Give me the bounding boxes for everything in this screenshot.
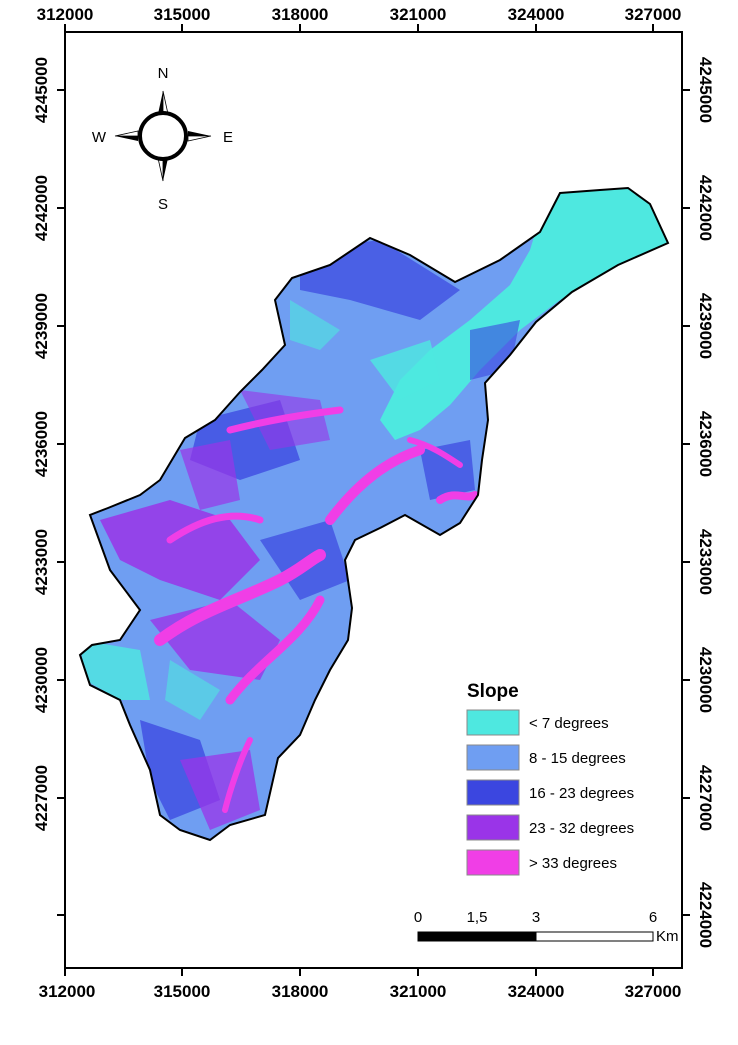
legend-item: > 33 degrees xyxy=(466,849,617,876)
legend-swatch xyxy=(466,814,520,841)
y-tick-label: 4242000 xyxy=(696,175,715,241)
legend: Slope < 7 degrees 8 - 15 degrees 16 - 23… xyxy=(466,681,634,876)
compass-east-label: E xyxy=(223,129,233,146)
legend-label: 23 - 32 degrees xyxy=(529,820,634,837)
legend-label: < 7 degrees xyxy=(529,715,609,732)
y-tick-label: 4227000 xyxy=(32,765,51,831)
y-tick-label: 4227000 xyxy=(696,765,715,831)
compass-south-label: S xyxy=(158,196,168,213)
legend-label: 8 - 15 degrees xyxy=(529,750,626,767)
ticks xyxy=(57,24,690,976)
legend-item: < 7 degrees xyxy=(466,709,609,736)
compass-west-label: W xyxy=(92,129,107,146)
y-tick-label: 4236000 xyxy=(696,411,715,477)
north-arrow-compass-icon: N S E W xyxy=(92,65,233,213)
x-tick-label: 315000 xyxy=(154,5,211,24)
legend-title: Slope xyxy=(467,681,519,702)
x-tick-label: 327000 xyxy=(625,982,682,1001)
legend-swatch xyxy=(466,744,520,771)
x-tick-label: 324000 xyxy=(508,5,565,24)
y-tick-label: 4230000 xyxy=(32,647,51,713)
x-tick-label: 318000 xyxy=(272,982,329,1001)
y-tick-label: 4245000 xyxy=(32,57,51,123)
y-tick-labels-right: 4245000 4242000 4239000 4236000 4233000 … xyxy=(696,57,715,948)
x-tick-label: 324000 xyxy=(508,982,565,1001)
scale-label: 3 xyxy=(532,909,540,926)
legend-swatch xyxy=(466,779,520,806)
y-tick-label: 4239000 xyxy=(32,293,51,359)
scale-unit: Km xyxy=(656,928,679,945)
x-tick-labels-bottom: 312000 315000 318000 321000 324000 32700… xyxy=(39,982,682,1001)
compass-north-label: N xyxy=(158,65,169,82)
legend-label: 16 - 23 degrees xyxy=(529,785,634,802)
y-tick-label: 4242000 xyxy=(32,175,51,241)
basin-boundary xyxy=(78,186,670,842)
x-tick-label: 321000 xyxy=(390,982,447,1001)
legend-item: 8 - 15 degrees xyxy=(466,744,626,771)
y-tick-labels-left: 4245000 4242000 4239000 4236000 4233000 … xyxy=(32,57,51,831)
legend-swatch xyxy=(466,849,520,876)
x-tick-label: 312000 xyxy=(39,982,96,1001)
scale-label: 1,5 xyxy=(467,909,488,926)
scale-bar: 0 1,5 3 6 Km xyxy=(414,909,679,945)
x-tick-label: 321000 xyxy=(390,5,447,24)
y-tick-label: 4236000 xyxy=(32,411,51,477)
legend-item: 23 - 32 degrees xyxy=(466,814,634,841)
y-tick-label: 4233000 xyxy=(696,529,715,595)
x-tick-label: 327000 xyxy=(625,5,682,24)
legend-item: 16 - 23 degrees xyxy=(466,779,634,806)
y-tick-label: 4224000 xyxy=(696,882,715,948)
legend-swatch xyxy=(466,709,520,736)
scale-label: 0 xyxy=(414,909,422,926)
y-tick-label: 4245000 xyxy=(696,57,715,123)
x-tick-label: 312000 xyxy=(37,5,94,24)
x-tick-label: 315000 xyxy=(154,982,211,1001)
scale-label: 6 xyxy=(649,909,657,926)
y-tick-label: 4239000 xyxy=(696,293,715,359)
x-tick-labels-top: 312000 315000 318000 321000 324000 32700… xyxy=(37,5,682,24)
x-tick-label: 318000 xyxy=(272,5,329,24)
y-tick-label: 4230000 xyxy=(696,647,715,713)
legend-label: > 33 degrees xyxy=(529,855,617,872)
y-tick-label: 4233000 xyxy=(32,529,51,595)
